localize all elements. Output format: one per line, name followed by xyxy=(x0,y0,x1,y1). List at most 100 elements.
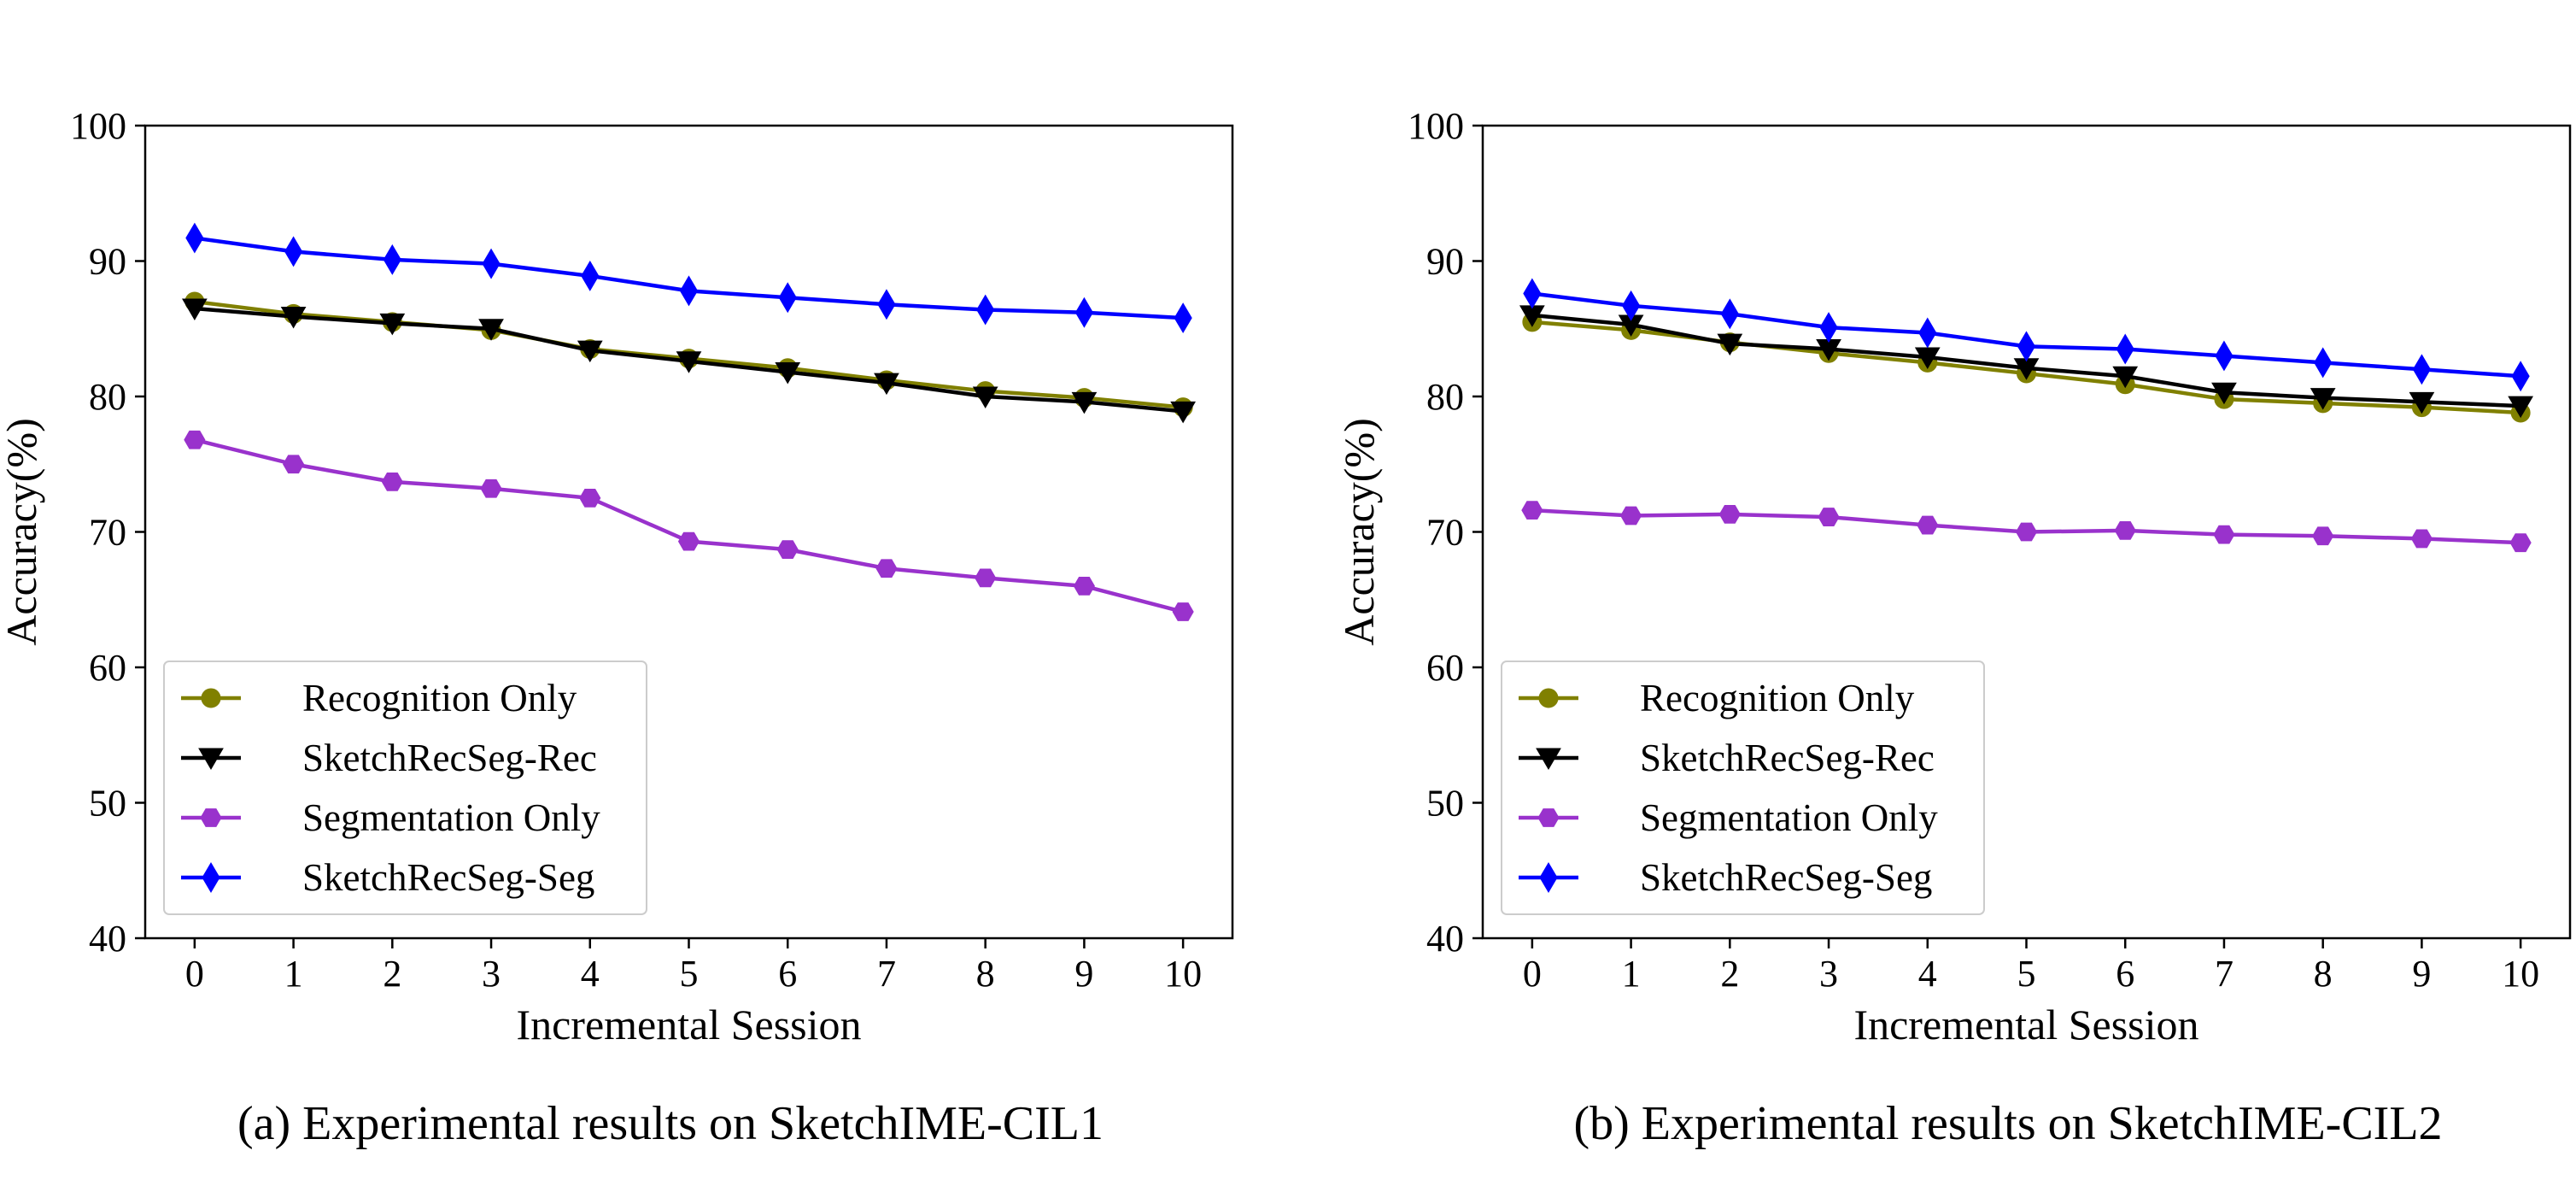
data-point xyxy=(679,275,699,307)
legend-item: Segmentation Only xyxy=(181,796,600,839)
chart-b: 40 50 60 70 80 90 100 0 1 2 3 4 5 6 7 8 9 10 Incremental S… xyxy=(1335,105,2572,1150)
legend-item: SketchRecSeg-Rec xyxy=(1519,737,1935,779)
data-point xyxy=(577,340,603,363)
data-point xyxy=(1622,290,1641,321)
y-tick-label: 50 xyxy=(1426,783,1464,825)
legend-label: SketchRecSeg-Rec xyxy=(302,737,597,779)
data-point xyxy=(677,531,700,551)
figure-caption: (b) Experimental results on SketchIME-CI… xyxy=(1573,1097,2442,1150)
legend-label: Recognition Only xyxy=(302,677,577,719)
data-point xyxy=(975,568,997,588)
data-point xyxy=(581,260,600,291)
legend-item: SketchRecSeg-Rec xyxy=(181,737,597,779)
series-sketchrecseg-seg xyxy=(185,222,1192,334)
x-tick-label: 3 xyxy=(1819,953,1838,995)
chart-a: 40 50 60 70 80 90 100 0 1 2 3 4 5 6 7 8 9 10 Incremental S… xyxy=(0,105,1234,1150)
x-tick-label: 10 xyxy=(2502,953,2539,995)
legend-item: Recognition Only xyxy=(181,677,577,719)
x-tick-label: 7 xyxy=(877,953,896,995)
data-point xyxy=(1523,278,1542,309)
x-tick-label: 10 xyxy=(1164,953,1202,995)
data-point xyxy=(1174,302,1192,334)
legend-marker xyxy=(202,862,220,893)
legend-label: SketchRecSeg-Rec xyxy=(1640,737,1935,779)
series-segmentation-only xyxy=(184,430,1194,621)
data-point xyxy=(2112,366,2139,389)
data-point xyxy=(2314,347,2333,379)
y-tick-label: 40 xyxy=(89,918,126,960)
legend-box xyxy=(1501,661,1985,915)
x-tick-label: 6 xyxy=(778,953,797,995)
data-point xyxy=(480,479,502,498)
data-point xyxy=(778,282,797,314)
series-sketchrecseg-seg xyxy=(1523,278,2530,392)
y-tick-label: 80 xyxy=(89,376,126,418)
data-point xyxy=(1918,317,1937,349)
legend-box xyxy=(163,661,647,915)
x-axis-label: Incremental Session xyxy=(1853,1001,2198,1048)
data-point xyxy=(2017,331,2036,362)
legend-item: SketchRecSeg-Seg xyxy=(181,856,594,899)
x-tick-label: 9 xyxy=(1074,953,1093,995)
y-tick-label: 70 xyxy=(1426,512,1464,554)
y-tick-label: 40 xyxy=(1426,918,1464,960)
data-point xyxy=(478,319,504,341)
data-point xyxy=(1819,312,1838,343)
data-point xyxy=(2508,396,2534,419)
data-point xyxy=(1073,577,1095,596)
figure-caption: (a) Experimental results on SketchIME-CI… xyxy=(237,1097,1104,1150)
legend-label: Segmentation Only xyxy=(1640,796,1938,839)
data-point xyxy=(2410,529,2433,549)
data-point xyxy=(1620,506,1642,525)
legend-marker xyxy=(201,688,221,708)
x-tick-label: 5 xyxy=(2017,953,2036,995)
data-point xyxy=(1718,505,1741,524)
data-point xyxy=(579,488,601,508)
legend-label: SketchRecSeg-Seg xyxy=(302,856,594,899)
legend-item: Segmentation Only xyxy=(1519,796,1938,839)
data-point xyxy=(383,244,401,275)
legend-label: Segmentation Only xyxy=(302,796,600,839)
data-point xyxy=(2310,388,2336,410)
y-tick-label: 70 xyxy=(89,512,126,554)
x-tick-label: 0 xyxy=(185,953,204,995)
data-point xyxy=(2213,525,2235,544)
data-point xyxy=(184,430,206,449)
data-point xyxy=(2215,340,2234,372)
y-tick-label: 60 xyxy=(1426,647,1464,689)
x-tick-label: 4 xyxy=(1918,953,1937,995)
data-point xyxy=(1717,333,1743,356)
legend-marker xyxy=(1539,862,1558,893)
data-point xyxy=(1172,602,1194,621)
y-tick-label: 90 xyxy=(89,241,126,283)
legend-marker xyxy=(1537,808,1560,827)
x-tick-label: 2 xyxy=(383,953,401,995)
data-point xyxy=(2211,382,2237,405)
x-axis-label: Incremental Session xyxy=(516,1001,861,1048)
data-point xyxy=(2015,522,2038,542)
x-tick-label: 7 xyxy=(2215,953,2234,995)
data-point xyxy=(775,361,801,385)
data-point xyxy=(381,472,403,491)
y-tick-label: 80 xyxy=(1426,376,1464,418)
data-point xyxy=(2409,391,2435,414)
data-point xyxy=(1074,296,1093,328)
data-point xyxy=(972,386,998,408)
data-point xyxy=(1170,401,1197,424)
data-point xyxy=(976,294,995,326)
legend-marker xyxy=(1538,688,1559,708)
legend-marker xyxy=(1536,748,1561,770)
data-point xyxy=(877,289,896,320)
legend: Recognition Only SketchRecSeg-Rec Segmenta… xyxy=(163,661,647,915)
y-axis-label: Accuracy(%) xyxy=(0,418,45,645)
y-tick-label: 60 xyxy=(89,647,126,689)
x-tick-label: 0 xyxy=(1523,953,1542,995)
legend-item: SketchRecSeg-Seg xyxy=(1519,856,1932,899)
legend-label: SketchRecSeg-Seg xyxy=(1640,856,1932,899)
x-tick-label: 4 xyxy=(581,953,600,995)
data-point xyxy=(379,313,406,336)
data-point xyxy=(2412,354,2431,385)
legend-item: Recognition Only xyxy=(1519,677,1915,719)
data-point xyxy=(2511,361,2530,392)
